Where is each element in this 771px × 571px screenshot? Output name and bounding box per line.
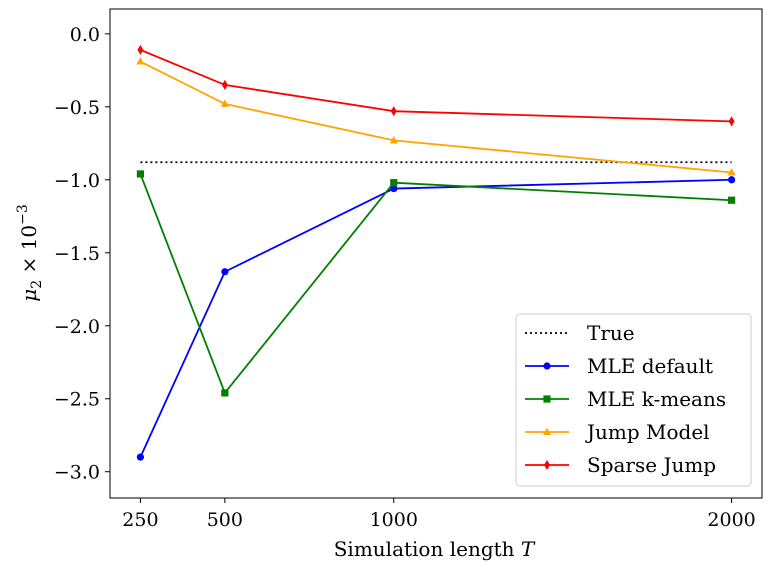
data-point-mle-k-means [221, 389, 229, 397]
y-tick-label: −1.5 [54, 243, 100, 265]
legend-marker [544, 460, 550, 470]
plot-frame [109, 8, 763, 499]
y-tick-label: −3.0 [54, 462, 100, 484]
legend-marker [543, 395, 551, 403]
legend-label: Jump Model [585, 420, 710, 444]
legend-entry-mle-k-means: MLE k-means [525, 387, 726, 411]
y-axis-label: μ2 × 10−3 [15, 204, 45, 301]
legend-marker [543, 362, 551, 370]
legend-entry-true: True [525, 321, 635, 345]
x-tick-label: 250 [122, 509, 158, 531]
y-tick-label: 0.0 [70, 24, 100, 46]
series-line-mle-default [139, 178, 732, 458]
x-tick-label: 1000 [370, 509, 418, 531]
data-point-jump-model [136, 57, 145, 65]
data-point-mle-default [221, 268, 229, 276]
legend-entry-jump-model: Jump Model [525, 420, 710, 444]
x-tick-label: 2000 [707, 509, 755, 531]
data-point-sparse-jump [390, 106, 397, 117]
legend-label: MLE default [587, 354, 713, 378]
series-sparse-jump [137, 44, 735, 127]
series-line-jump-model [140, 60, 732, 174]
data-point-mle-default [390, 184, 398, 193]
legend-box [515, 313, 752, 487]
legend-label: True [587, 321, 635, 345]
data-point-mle-k-means [727, 196, 736, 204]
legend-label: MLE k-means [587, 387, 726, 411]
data-point-jump-model [727, 168, 736, 176]
legend-entry-sparse-jump: Sparse Jump [525, 453, 716, 477]
x-tick-label: 500 [207, 509, 243, 531]
data-point-mle-default [727, 176, 736, 184]
data-point-sparse-jump [221, 79, 228, 90]
y-tick-label: −2.5 [54, 389, 100, 411]
data-point-mle-k-means [136, 170, 145, 178]
y-tick-label: −0.5 [54, 97, 100, 119]
series-mle-k-means [136, 170, 736, 397]
series-jump-model [136, 57, 736, 176]
data-point-sparse-jump [728, 116, 735, 127]
data-point-sparse-jump [137, 44, 144, 55]
series-line-mle-k-means [139, 173, 732, 395]
legend-entry-mle-default: MLE default [525, 354, 713, 378]
series-mle-default [136, 176, 736, 461]
data-point-jump-model [389, 135, 398, 144]
x-axis-label: Simulation length T [334, 537, 536, 561]
y-tick-label: −1.0 [54, 170, 100, 192]
y-tick-label: −2.0 [54, 316, 100, 338]
data-point-jump-model [220, 99, 229, 107]
data-point-mle-k-means [390, 179, 398, 187]
series-line-sparse-jump [140, 49, 732, 123]
legend-label: Sparse Jump [587, 453, 716, 477]
data-point-mle-default [136, 453, 145, 461]
legend-marker [543, 427, 551, 435]
